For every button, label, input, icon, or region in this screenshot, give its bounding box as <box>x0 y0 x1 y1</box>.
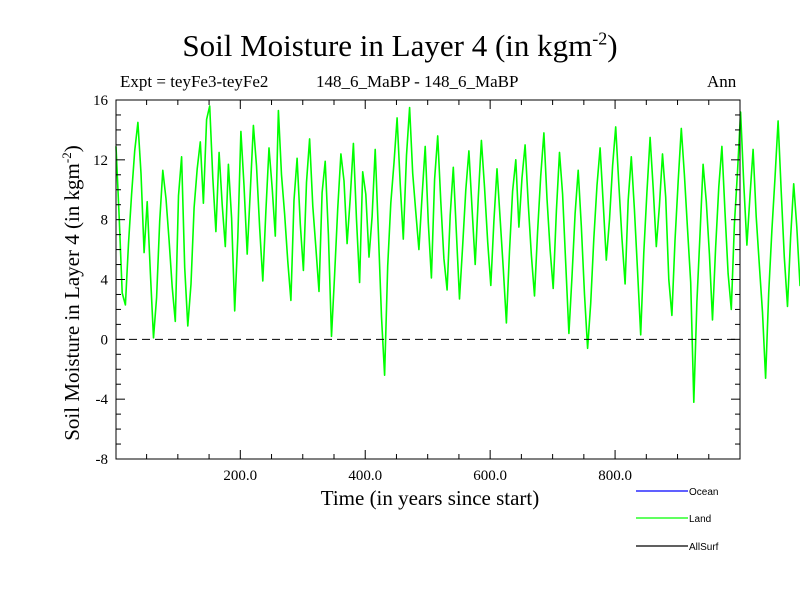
y-tick-label: 12 <box>93 153 108 169</box>
y-tick-label: -4 <box>96 392 109 408</box>
y-tick-label: 4 <box>101 273 109 289</box>
x-tick-label: 800.0 <box>598 468 632 484</box>
x-tick-label: 600.0 <box>473 468 507 484</box>
expt-label: Expt = teyFe3-teyFe2 <box>120 72 269 91</box>
y-tick-label: -8 <box>96 452 109 468</box>
season-label: Ann <box>707 72 737 91</box>
legend-label-ocean: Ocean <box>689 487 718 498</box>
legend-label-allsurf: AllSurf <box>689 542 719 553</box>
chart-title: Soil Moisture in Layer 4 (in kgm-2) <box>182 28 618 63</box>
legend-label-land: Land <box>689 514 711 525</box>
period-label: 148_6_MaBP - 148_6_MaBP <box>316 72 519 91</box>
x-axis-label: Time (in years since start) <box>320 486 540 510</box>
series-line-land <box>115 105 800 404</box>
y-tick-label: 8 <box>101 213 109 229</box>
y-tick-label: 0 <box>101 332 109 348</box>
x-tick-label: 200.0 <box>223 468 257 484</box>
plot-frame <box>115 99 741 460</box>
x-tick-label: 400.0 <box>348 468 382 484</box>
y-tick-label: 16 <box>93 93 109 109</box>
